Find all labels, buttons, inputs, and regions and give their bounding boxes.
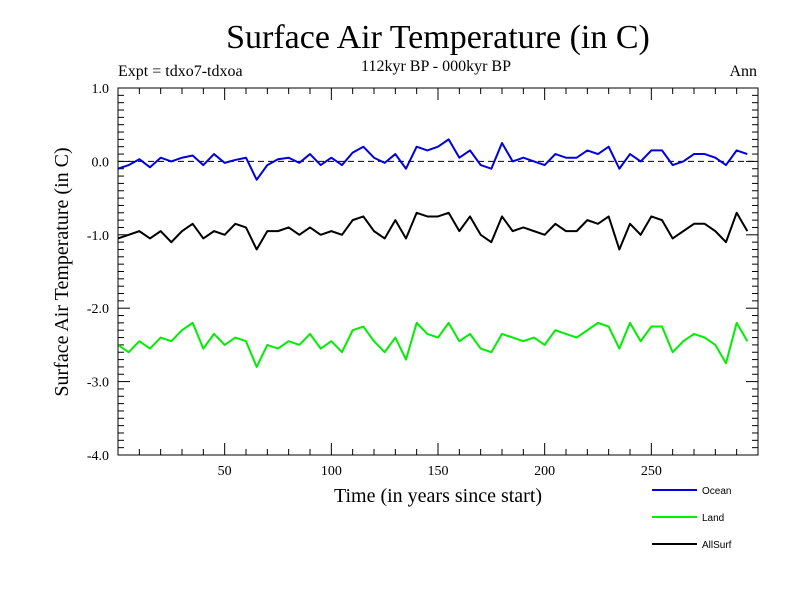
series-line-allsurf <box>117 211 749 251</box>
x-tick-label: 50 <box>218 464 232 479</box>
y-axis-label: Surface Air Temperature (in C) <box>51 147 73 396</box>
x-tick-label: 250 <box>641 464 662 479</box>
series-line-land <box>117 321 749 368</box>
x-tick-labels: 50 100 150 200 250 <box>218 464 662 479</box>
x-tick-label: 150 <box>428 464 449 479</box>
x-tick-label: 100 <box>321 464 342 479</box>
series-lines <box>117 138 749 368</box>
x-tick-label: 200 <box>534 464 555 479</box>
experiment-label: Expt = tdxo7-tdxoa <box>118 63 243 80</box>
y-tick-label: -3.0 <box>87 376 109 391</box>
legend-label: Ocean <box>702 486 731 497</box>
chart-title: Surface Air Temperature (in C) <box>226 19 650 56</box>
chart-subtitle: 112kyr BP - 000kyr BP <box>361 58 511 75</box>
y-tick-label: 1.0 <box>92 82 110 97</box>
y-tick-labels: 1.0 0.0 -1.0 -2.0 -3.0 -4.0 <box>87 82 109 464</box>
legend-label: AllSurf <box>702 540 732 551</box>
season-label: Ann <box>729 63 757 80</box>
x-axis-label: Time (in years since start) <box>334 485 542 507</box>
axis-ticks <box>118 87 758 456</box>
legend-label: Land <box>702 513 724 524</box>
plot-frame <box>117 87 759 456</box>
y-tick-label: -1.0 <box>87 229 109 244</box>
y-tick-label: -2.0 <box>87 302 109 317</box>
y-tick-label: 0.0 <box>92 155 110 170</box>
series-line-ocean <box>117 138 748 181</box>
legend: Ocean Land AllSurf <box>652 486 732 551</box>
y-tick-label: -4.0 <box>87 449 109 464</box>
